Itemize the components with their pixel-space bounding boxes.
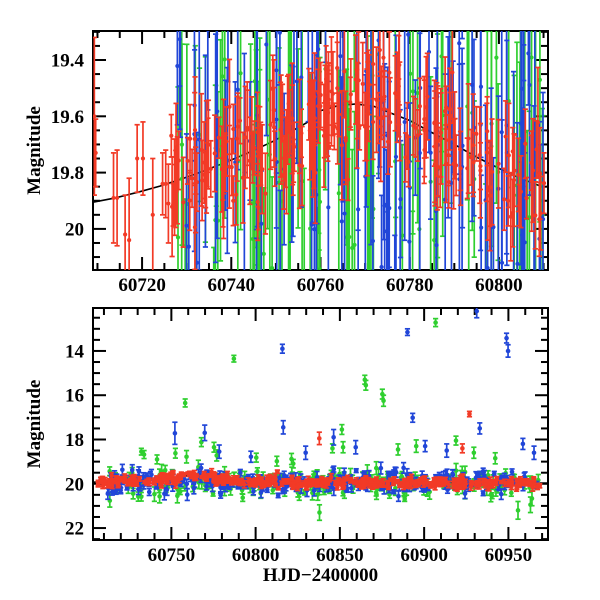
bottom-y-tick-label: 18 <box>65 430 84 451</box>
bottom-x-tick-label: 60950 <box>485 545 533 566</box>
top-x-tick-label: 60720 <box>118 275 166 296</box>
bottom-y-tick-label: 14 <box>65 341 85 362</box>
bottom-y-axis-title: Magnitude <box>24 380 45 469</box>
top-y-tick-label: 20 <box>65 219 84 240</box>
top-y-tick-label: 19.4 <box>51 51 85 72</box>
bottom-y-tick-label: 16 <box>65 386 84 407</box>
top-x-tick-label: 60800 <box>475 275 523 296</box>
bottom-x-tick-label: 60750 <box>148 545 196 566</box>
x-axis-title: HJD−2400000 <box>263 565 378 586</box>
bottom-y-tick-label: 20 <box>65 474 84 495</box>
bottom-x-tick-label: 60850 <box>316 545 364 566</box>
bottom-panel: 60750 60800 60850 60900 60950 14 16 18 20 22 <box>65 307 549 566</box>
top-series-red <box>93 31 547 270</box>
bottom-frame <box>92 307 549 541</box>
bottom-series-red <box>95 410 543 493</box>
bottom-y-tick-label: 22 <box>65 519 84 540</box>
top-x-tick-label: 60760 <box>297 275 345 296</box>
bottom-x-tick-label: 60900 <box>400 545 448 566</box>
bottom-x-tick-label: 60800 <box>232 545 280 566</box>
top-y-tick-label: 19.6 <box>51 107 84 128</box>
top-y-axis-title: Magnitude <box>24 106 45 195</box>
top-panel: 60720 60740 60760 60780 60800 19.4 19.6 19.8 20 <box>51 30 549 296</box>
top-x-tick-label: 60740 <box>208 275 256 296</box>
top-y-tick-label: 19.8 <box>51 163 84 184</box>
top-x-tick-label: 60780 <box>386 275 434 296</box>
